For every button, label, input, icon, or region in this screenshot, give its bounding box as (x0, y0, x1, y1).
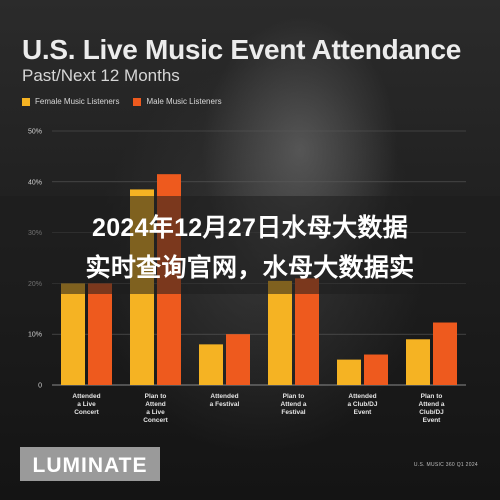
y-tick-label: 0 (38, 383, 42, 390)
legend-item-female: Female Music Listeners (22, 97, 119, 106)
banner-line-2: 实时查询官网，水母大数据实 (85, 254, 415, 282)
banner-line-1: 2024年12月27日水母大数据 (91, 214, 409, 242)
legend-item-male: Male Music Listeners (133, 97, 222, 106)
logo-text: LUMINATE (33, 454, 148, 477)
bar-male (364, 354, 388, 385)
x-tick-label: Attended a Festival (210, 393, 240, 408)
bar-female (268, 280, 292, 385)
bar-female (406, 339, 430, 385)
bar-female (337, 359, 361, 385)
bar-female (61, 283, 85, 385)
x-tick-label: Plan to Attend a Festival (281, 393, 307, 416)
source-note: U.S. MUSIC 360 Q1 2024 (413, 462, 478, 468)
x-tick-label: Attended a Club/DJ Event (348, 393, 378, 416)
legend-swatch-male (133, 97, 142, 106)
y-tick-label: 40% (28, 179, 42, 186)
x-tick-label: Attended a Live Concert (72, 393, 100, 416)
chart-subtitle: Past/Next 12 Months (22, 66, 180, 85)
legend: Female Music Listeners Male Music Listen… (22, 97, 222, 106)
y-tick-label: 10% (28, 332, 42, 339)
overlay-banner: 2024年12月27日水母大数据 实时查询官网，水母大数据实 (0, 196, 500, 294)
x-tick-label: Plan to Attend a Live Concert (143, 393, 168, 424)
luminate-logo: LUMINATE (20, 447, 160, 481)
bar-female (199, 344, 223, 385)
bar-male (88, 283, 112, 385)
legend-label-male: Male Music Listeners (146, 97, 222, 106)
bar-male (226, 334, 250, 385)
logo-background (20, 447, 160, 481)
bar-male (433, 322, 457, 385)
y-tick-label: 50% (28, 129, 42, 136)
x-tick-label: Plan to Attend a Club/DJ Event (419, 393, 445, 424)
bar-male (295, 278, 319, 385)
chart-title: U.S. Live Music Event Attendance (22, 34, 462, 65)
legend-label-female: Female Music Listeners (35, 97, 120, 106)
legend-swatch-female (22, 97, 30, 106)
